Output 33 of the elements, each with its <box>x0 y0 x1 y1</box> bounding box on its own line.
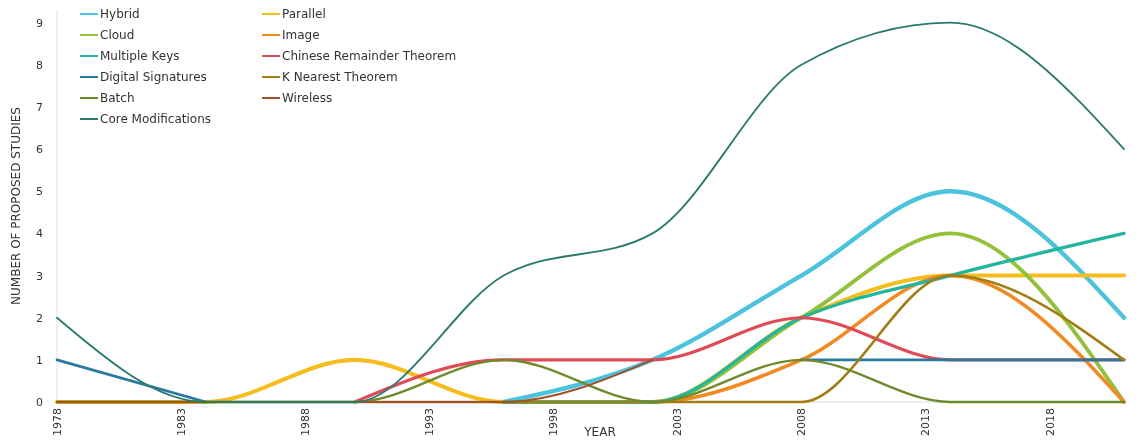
line-series <box>56 21 1125 403</box>
x-tick-label: 2018 <box>1043 408 1057 436</box>
y-tick-label: 4 <box>36 227 43 241</box>
x-tick-label: 1993 <box>423 408 437 436</box>
x-axis-title: YEAR <box>583 425 616 439</box>
legend-label: Multiple Keys <box>100 49 180 63</box>
legend-label: Image <box>282 28 320 42</box>
x-tick-label: 1988 <box>299 408 313 436</box>
legend-label: Chinese Remainder Theorem <box>282 49 457 63</box>
x-tick-label: 1978 <box>51 408 64 436</box>
legend-label: Batch <box>100 91 135 105</box>
x-tick-label: 1998 <box>547 408 561 436</box>
y-tick-label: 2 <box>36 311 43 325</box>
y-tick-label: 6 <box>36 143 43 157</box>
x-tick-label: 1983 <box>175 408 189 436</box>
y-tick-label: 9 <box>36 16 43 30</box>
legend-label: Digital Signatures <box>100 70 207 84</box>
y-tick-label: 7 <box>36 100 43 114</box>
legend-label: Cloud <box>100 28 135 42</box>
legend-label: Hybrid <box>100 7 140 21</box>
legend-label: Core Modifications <box>100 112 211 126</box>
y-tick-label: 0 <box>36 396 43 409</box>
y-tick-label: 3 <box>36 269 43 283</box>
x-tick-label: 2003 <box>671 408 685 436</box>
y-tick-label: 5 <box>36 185 43 199</box>
x-tick-label: 2008 <box>795 408 809 436</box>
y-tick-label: 1 <box>36 353 43 367</box>
legend-label: Parallel <box>282 7 326 21</box>
y-tick-label: 8 <box>36 58 43 72</box>
x-tick-label: 2013 <box>919 408 933 436</box>
legend-label: K Nearest Theorem <box>282 70 398 84</box>
legend-label: Wireless <box>282 91 333 105</box>
y-axis-title: NUMBER OF PROPOSED STUDIES <box>9 107 23 305</box>
